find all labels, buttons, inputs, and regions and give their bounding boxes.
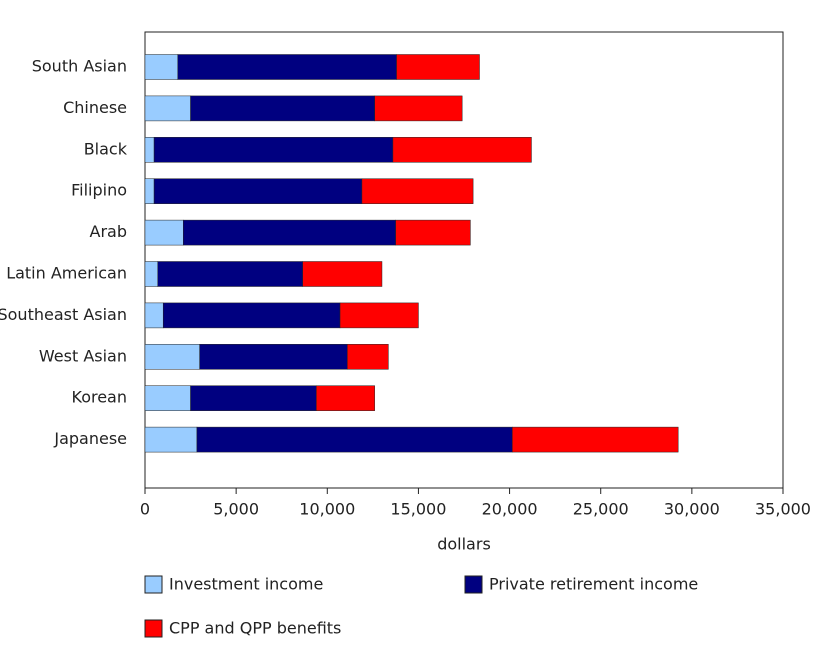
bar-segment: [374, 95, 463, 122]
y-tick-label: Chinese: [63, 98, 127, 117]
y-tick-label: Southeast Asian: [0, 305, 127, 324]
bar-segment: [316, 385, 375, 411]
plot-frame: [144, 31, 784, 489]
bar-segment: [183, 219, 396, 246]
bar-segment: [153, 137, 394, 163]
y-tick-label: Filipino: [71, 181, 127, 200]
bar-segment: [177, 54, 397, 80]
bar-segment: [396, 54, 480, 80]
x-tick-label: 0: [140, 500, 150, 519]
x-tick-label: 35,000: [755, 500, 811, 519]
bar-segment: [361, 178, 474, 204]
legend-label: Investment income: [169, 575, 323, 594]
bar-segment: [144, 302, 164, 329]
bar-segment: [144, 95, 191, 122]
x-tick-label: 10,000: [299, 500, 355, 519]
bar-segment: [190, 385, 317, 411]
y-tick-label: Korean: [72, 388, 128, 407]
y-tick-label: West Asian: [39, 346, 127, 365]
y-tick-label: South Asian: [32, 57, 127, 76]
x-tick-label: 30,000: [664, 500, 720, 519]
bar-segment: [190, 95, 375, 122]
bar-segment: [162, 302, 341, 329]
bar-segment: [144, 54, 179, 80]
bar-segment: [144, 219, 184, 246]
bar-segment: [153, 178, 363, 204]
legend-swatch: [464, 575, 483, 594]
bar-segment: [144, 385, 191, 411]
bar-segment: [157, 261, 303, 287]
legend-swatch: [144, 575, 163, 594]
legend-label: CPP and QPP benefits: [169, 619, 341, 638]
bar-segment: [199, 344, 348, 370]
bar-segment: [347, 344, 389, 370]
bar-segment: [144, 426, 198, 453]
bar-segment: [144, 137, 155, 163]
legend-swatch: [144, 619, 163, 638]
x-tick-label: 25,000: [573, 500, 629, 519]
bar-segment: [144, 178, 155, 204]
bar-segment: [512, 426, 679, 453]
y-tick-label: Latin American: [6, 264, 127, 283]
x-tick-label: 15,000: [390, 500, 446, 519]
bar-segment: [395, 219, 471, 246]
legend-label: Private retirement income: [489, 575, 698, 594]
bar-segment: [339, 302, 419, 329]
y-tick-label: Japanese: [53, 429, 127, 448]
bar-segment: [144, 261, 159, 287]
bar-segment: [302, 261, 383, 287]
x-axis-title: dollars: [437, 535, 491, 554]
bar-segment: [144, 344, 200, 370]
y-tick-label: Black: [84, 139, 128, 158]
x-tick-label: 5,000: [213, 500, 259, 519]
bar-segment: [392, 137, 532, 163]
y-tick-label: Arab: [90, 222, 127, 241]
bar-segment: [196, 426, 513, 453]
x-tick-label: 20,000: [482, 500, 538, 519]
